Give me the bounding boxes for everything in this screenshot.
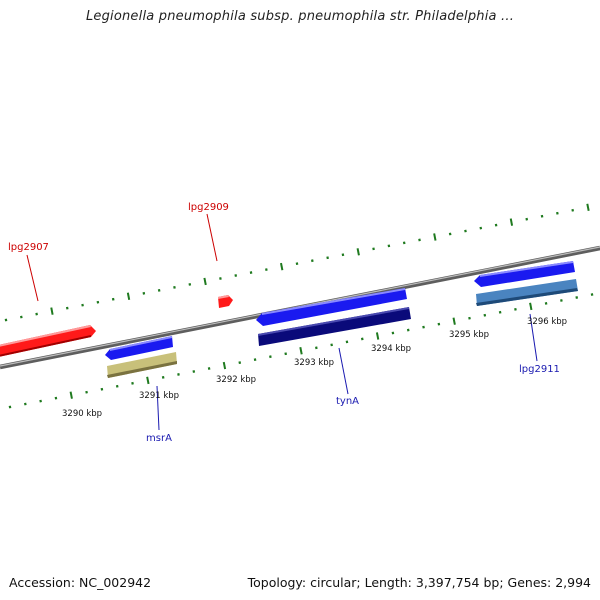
feature-tynA-upper[interactable] xyxy=(256,288,407,326)
upper-major-tick xyxy=(126,292,131,301)
tick-label-3295: 3295 kbp xyxy=(449,330,489,340)
connector-tynA xyxy=(338,347,349,395)
connector-lpg2907 xyxy=(26,254,39,302)
lower-major-tick xyxy=(529,302,533,311)
connector-lpg2909 xyxy=(206,213,218,262)
tick-label-3293: 3293 kbp xyxy=(294,358,334,368)
gene-label-lpg2909[interactable]: lpg2909 xyxy=(188,202,229,213)
tick-label-3296: 3296 kbp xyxy=(527,317,567,327)
feature-tynA-lower[interactable] xyxy=(258,307,411,346)
lower-tick-row xyxy=(8,293,594,409)
lower-major-tick xyxy=(146,376,150,385)
connector-lpg2911 xyxy=(529,313,538,362)
feature-msrA-lower[interactable] xyxy=(107,352,177,378)
gene-lpg2909[interactable] xyxy=(218,295,233,308)
upper-major-tick xyxy=(50,307,54,315)
feature-msrA-upper[interactable] xyxy=(105,336,173,360)
accession-text: Accession: NC_002942 xyxy=(9,575,152,590)
lower-major-tick xyxy=(299,347,303,355)
gene-label-msrA[interactable]: msrA xyxy=(146,433,172,444)
upper-major-tick xyxy=(586,203,590,212)
genome-summary: Topology: circular; Length: 3,397,754 bp… xyxy=(247,575,591,590)
lower-major-tick xyxy=(222,361,227,370)
tick-label-3292: 3292 kbp xyxy=(216,375,256,385)
lower-major-tick xyxy=(452,317,456,325)
tick-label-3291: 3291 kbp xyxy=(139,391,179,401)
upper-major-tick xyxy=(203,277,207,286)
gene-label-lpg2907[interactable]: lpg2907 xyxy=(8,242,49,253)
upper-major-tick xyxy=(433,233,437,241)
connector-msrA xyxy=(156,385,160,431)
upper-major-tick xyxy=(509,218,514,226)
upper-major-tick xyxy=(356,248,360,256)
upper-tick-row xyxy=(4,203,590,322)
feature-lpg2911-lower[interactable] xyxy=(476,279,578,306)
map-title: Legionella pneumophila subsp. pneumophil… xyxy=(85,9,515,24)
gene-label-lpg2911[interactable]: lpg2911 xyxy=(519,364,560,375)
feature-lpg2911-upper[interactable] xyxy=(474,261,575,287)
lower-major-tick xyxy=(69,391,73,399)
gene-label-tynA[interactable]: tynA xyxy=(336,396,359,407)
tick-label-3294: 3294 kbp xyxy=(371,344,411,354)
label-connectors xyxy=(26,213,538,431)
tick-label-3290: 3290 kbp xyxy=(62,409,102,419)
gene-lpg2907[interactable] xyxy=(0,325,96,357)
lower-major-tick xyxy=(375,332,380,340)
upper-major-tick xyxy=(280,262,284,271)
